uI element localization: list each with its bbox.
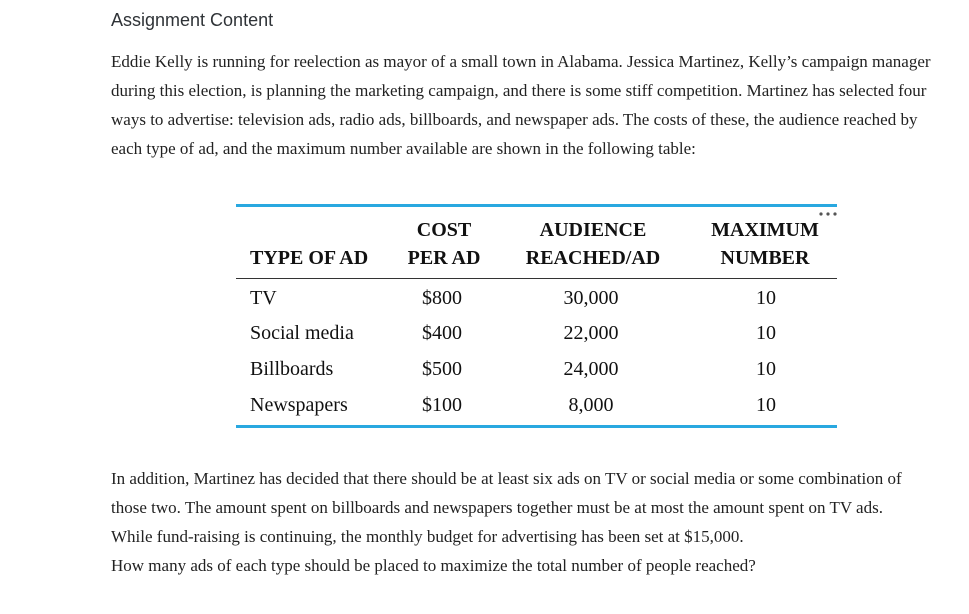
row-audience: 22,000	[563, 322, 619, 344]
table-top-rule	[236, 204, 837, 207]
more-horizontal-icon[interactable]	[818, 211, 838, 217]
table-header-rule	[236, 278, 837, 279]
header-cost-line2: PER AD	[407, 247, 481, 269]
constraints-line: While fund-raising is continuing, the mo…	[111, 527, 744, 546]
row-max: 10	[756, 358, 776, 380]
row-max: 10	[756, 287, 776, 309]
section-heading: Assignment Content	[111, 10, 274, 30]
row-audience: 30,000	[563, 287, 619, 309]
ad-options-table: TYPE OF AD COST PER AD AUDIENCE REACHED/…	[236, 204, 837, 428]
row-audience: 8,000	[568, 394, 614, 416]
row-cost: $100	[422, 394, 462, 416]
row-type: Social media	[250, 322, 354, 344]
row-type: Newspapers	[250, 394, 348, 416]
row-audience: 24,000	[563, 358, 619, 380]
header-maximum-line1: MAXIMUM	[711, 219, 819, 241]
constraints-line: In addition, Martinez has decided that t…	[111, 469, 902, 488]
header-audience-line2: REACHED/AD	[525, 247, 661, 269]
row-cost: $400	[422, 322, 462, 344]
row-type: TV	[250, 287, 277, 309]
header-cost-line1: COST	[416, 219, 472, 241]
row-max: 10	[756, 394, 776, 416]
constraints-line: those two. The amount spent on billboard…	[111, 498, 883, 517]
header-maximum-line2: NUMBER	[720, 247, 810, 269]
row-cost: $500	[422, 358, 462, 380]
row-max: 10	[756, 322, 776, 344]
question-line: How many ads of each type should be plac…	[111, 556, 756, 575]
header-audience-line1: AUDIENCE	[539, 219, 647, 241]
table-bottom-rule	[236, 425, 837, 428]
row-cost: $800	[422, 287, 462, 309]
header-type-of-ad: TYPE OF AD	[250, 247, 369, 269]
problem-intro-paragraph: Eddie Kelly is running for reelection as…	[111, 52, 931, 158]
row-type: Billboards	[250, 358, 334, 380]
problem-constraints-paragraph: In addition, Martinez has decided that t…	[111, 464, 961, 580]
